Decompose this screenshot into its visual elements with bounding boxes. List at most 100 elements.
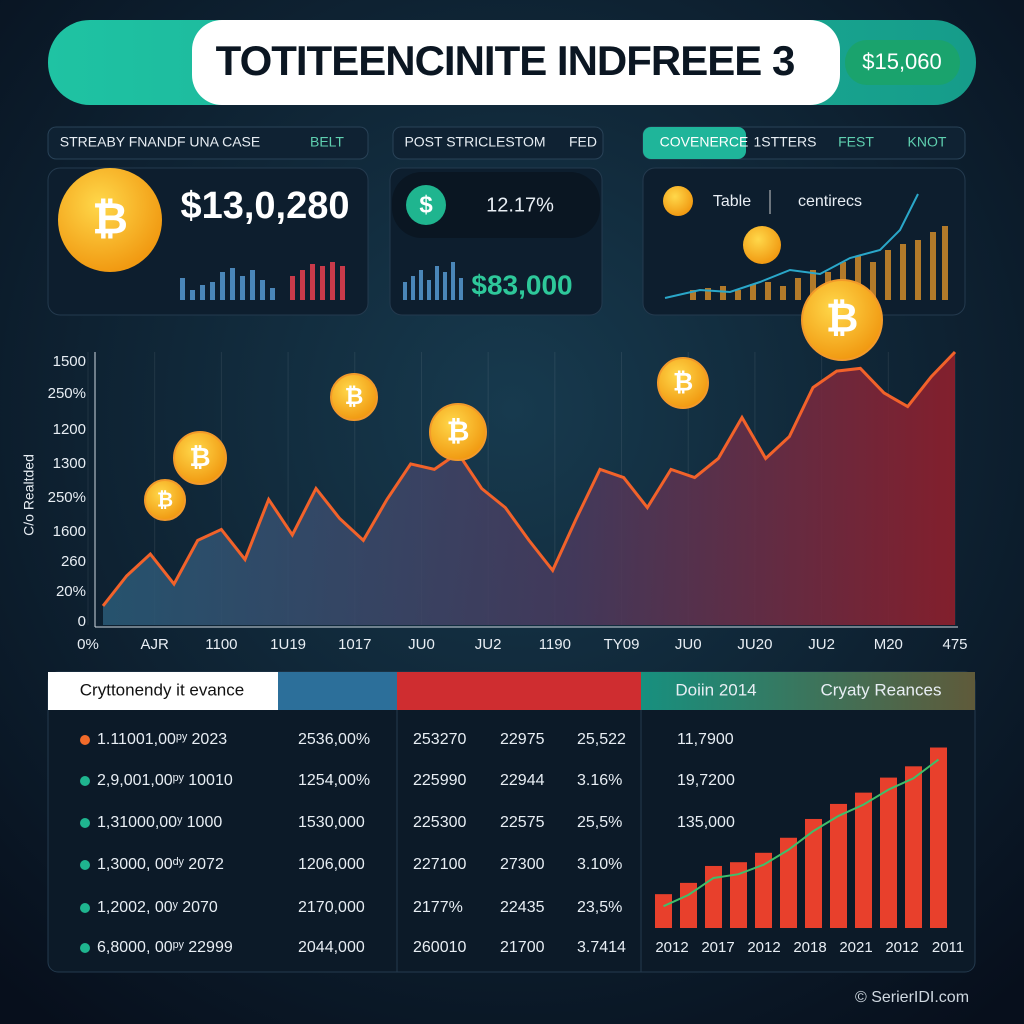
x-tick-label: 2021 — [839, 939, 872, 956]
tab[interactable]: FEST — [838, 134, 874, 150]
coin-symbol: ₿ — [447, 415, 470, 446]
x-tick-label: 2012 — [655, 939, 688, 956]
coin-icon — [743, 226, 781, 264]
sparkline — [180, 262, 345, 300]
bar — [930, 747, 947, 928]
table-cell: 22975 — [500, 731, 545, 748]
x-tick-label: JU2 — [475, 636, 502, 653]
dollar-icon — [406, 185, 446, 225]
y-tick-label: 1300 — [53, 455, 86, 472]
x-tick-label: 1100 — [205, 636, 237, 653]
x-tick-label: 1017 — [338, 636, 371, 653]
x-tick-label: 2012 — [747, 939, 780, 956]
header-panel — [192, 20, 840, 105]
x-tick-label: JU2 — [808, 636, 835, 653]
bar — [780, 837, 797, 928]
trend-line — [663, 758, 940, 908]
coin-icon — [801, 279, 883, 361]
y-tick-label: 20% — [56, 583, 86, 600]
x-tick-label: 2018 — [793, 939, 826, 956]
tab[interactable]: STREABY FNANDF UNA CASE — [60, 134, 260, 150]
table-header: Cryttonendy it evance — [80, 680, 244, 699]
table-header-cell — [641, 672, 975, 710]
tab[interactable]: KNOT — [908, 134, 947, 150]
table-cell: 3.7414 — [577, 939, 626, 956]
bar — [855, 792, 872, 928]
bar — [880, 777, 897, 928]
x-tick-label: 475 — [942, 636, 967, 653]
table-cell: 27300 — [500, 856, 545, 873]
coin-icon — [173, 431, 227, 485]
card-pill — [392, 172, 600, 238]
x-tick-label: 2012 — [885, 939, 918, 956]
table-cell: 2536,00% — [298, 731, 370, 748]
table-header: Cryaty Reances — [821, 680, 942, 699]
bar — [655, 894, 672, 928]
x-tick-label: 2017 — [701, 939, 734, 956]
bar — [805, 818, 822, 928]
sparkline — [403, 262, 463, 300]
y-tick-label: 1200 — [53, 421, 86, 438]
table-cell: 1254,00% — [298, 772, 370, 789]
tab[interactable]: POST STRICLESTOM — [404, 134, 545, 150]
row-dot — [80, 735, 90, 745]
tab[interactable]: BELT — [310, 134, 344, 150]
x-tick-label: TY09 — [604, 636, 640, 653]
card-label: Table — [713, 193, 751, 210]
x-tick-label: JU0 — [675, 636, 702, 653]
header-badge — [845, 40, 960, 85]
table-cell: 11,7900 — [677, 731, 734, 748]
table-cell: 253270 — [413, 731, 466, 748]
bar — [905, 766, 922, 928]
coin-symbol: ₿ — [826, 297, 859, 341]
table-cell: 135,000 — [677, 814, 735, 831]
table-cell: 21700 — [500, 939, 545, 956]
x-tick-label: 2011 — [932, 939, 964, 956]
table-cell: 22435 — [500, 899, 545, 916]
table-header-cell — [48, 672, 278, 710]
y-tick-label: 260 — [61, 553, 86, 570]
row-dot — [80, 903, 90, 913]
tab[interactable]: COVENERCE — [660, 134, 749, 150]
table-cell: 25,522 — [577, 731, 626, 748]
table-cell: 6,8000, 00ᵖʸ 22999 — [97, 939, 233, 956]
y-tick-label: 1500 — [53, 353, 86, 370]
table-header-cell — [278, 672, 397, 710]
footer: © SerierIDI.com — [855, 989, 969, 1006]
table-header: Doiin 2014 — [675, 680, 756, 699]
coin-icon — [657, 357, 709, 409]
x-tick-label: 1190 — [539, 636, 571, 653]
coin-icon — [144, 479, 186, 521]
header-title: TOTITEENCINITE INDFREEE 3 — [216, 37, 795, 84]
coin-symbol: ₿ — [345, 383, 364, 409]
table-cell: 3.16% — [577, 772, 622, 789]
coin-icon — [429, 403, 487, 461]
y-axis-title: C/o Realtded — [21, 454, 37, 536]
table-cell: 1,2002, 00ʸ 2070 — [97, 899, 218, 916]
table-cell: 23,5% — [577, 899, 622, 916]
card-value: $13,0,280 — [180, 185, 349, 227]
line — [101, 350, 957, 607]
x-tick-label: JU0 — [408, 636, 435, 653]
tab[interactable]: 1STTERS — [753, 134, 816, 150]
coin-symbol: ₿ — [189, 442, 210, 472]
dollar-symbol: $ — [419, 191, 433, 218]
table-cell: 1530,000 — [298, 814, 365, 831]
table-cell: 19,7200 — [677, 772, 735, 789]
row-dot — [80, 860, 90, 870]
card-label: centirecs — [798, 193, 862, 210]
x-tick-label: M20 — [874, 636, 903, 653]
tab[interactable]: FED — [569, 134, 597, 150]
table-header-cell — [397, 672, 641, 710]
table-cell: 25,5% — [577, 814, 622, 831]
table-cell: 3.10% — [577, 856, 622, 873]
tab-active — [643, 127, 746, 159]
x-tick-label: JU20 — [737, 636, 772, 653]
coin-symbol: ₿ — [92, 195, 128, 244]
coin-symbol: ₿ — [157, 489, 173, 511]
y-tick-label: 1600 — [53, 523, 86, 540]
table-cell: 22575 — [500, 814, 545, 831]
bar — [730, 862, 747, 928]
x-tick-label: AJR — [141, 636, 170, 653]
